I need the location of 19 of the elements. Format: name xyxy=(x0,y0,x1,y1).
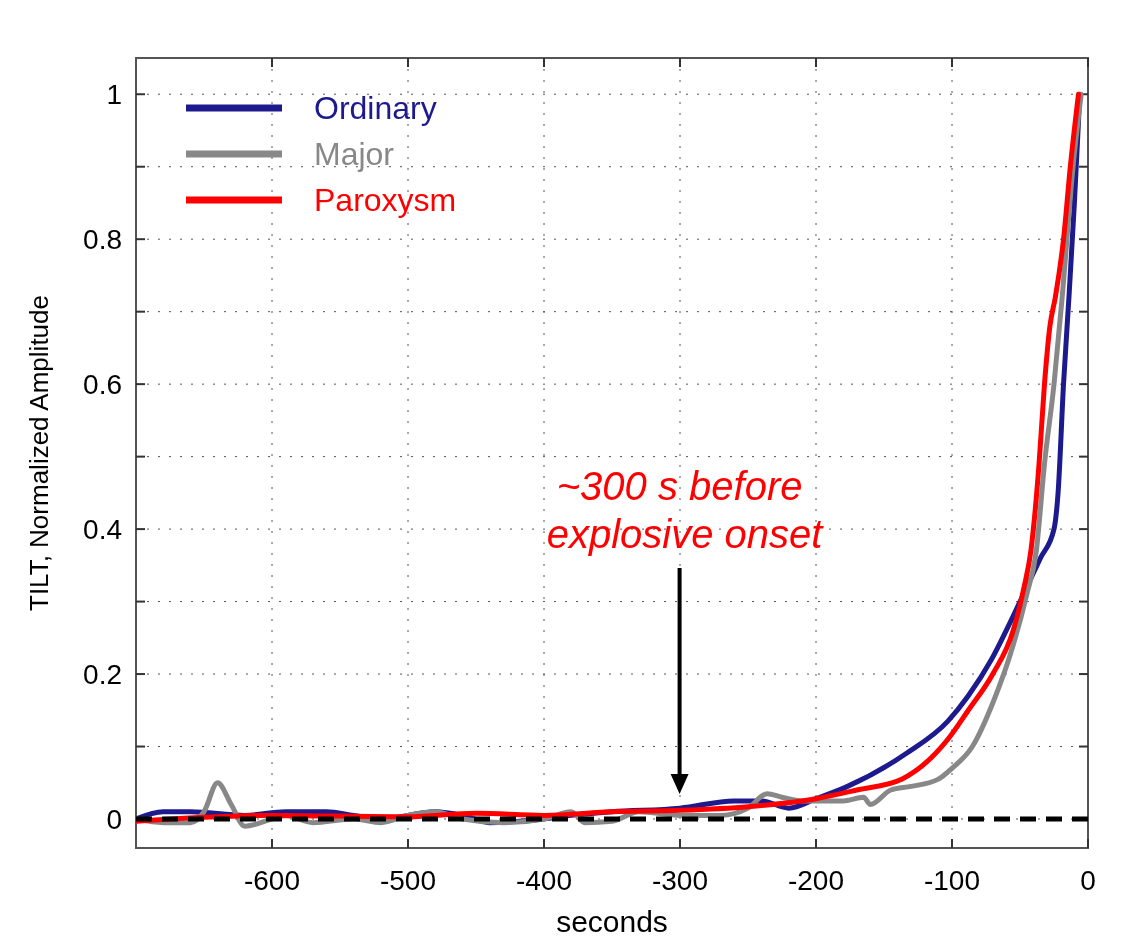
y-tick-label: 1 xyxy=(106,79,122,111)
x-tick-label: 0 xyxy=(1080,865,1096,896)
y-tick-label: 0.2 xyxy=(83,658,122,690)
x-tick-label: -500 xyxy=(379,865,437,896)
legend-label: Major xyxy=(314,136,395,173)
x-tick-label: -600 xyxy=(243,865,301,896)
legend-label: Ordinary xyxy=(314,90,437,127)
y-axis-title: TILT, Normalized Amplitude xyxy=(24,295,54,611)
y-tick-label: 0.4 xyxy=(83,513,122,545)
legend-label: Paroxysm xyxy=(314,182,457,219)
x-tick-label: -300 xyxy=(651,865,709,896)
x-tick-label: -400 xyxy=(515,865,573,896)
x-axis-title: seconds xyxy=(556,905,668,938)
y-tick-label: 0.6 xyxy=(83,368,122,400)
x-tick-label: -200 xyxy=(787,865,845,896)
annotation: ~300 s before explosive onset xyxy=(546,464,825,556)
y-tick-label: 0 xyxy=(106,803,122,835)
x-tick-label: -100 xyxy=(923,865,981,896)
y-tick-label: 0.8 xyxy=(83,223,122,255)
